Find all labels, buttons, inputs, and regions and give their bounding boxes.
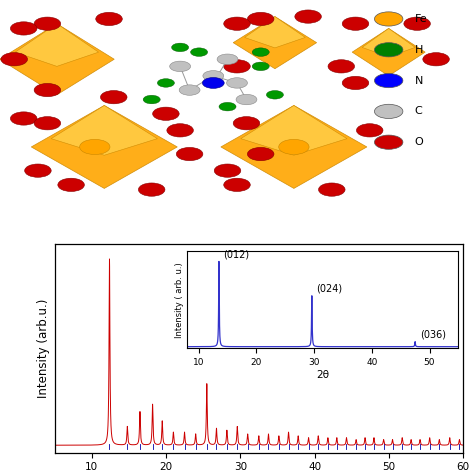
Circle shape [236,94,257,105]
Circle shape [10,22,37,35]
Circle shape [214,164,241,177]
Polygon shape [15,24,99,66]
Circle shape [224,178,250,191]
Polygon shape [221,106,367,189]
Circle shape [176,147,203,161]
Circle shape [34,83,61,97]
Circle shape [25,164,51,177]
Circle shape [252,48,269,56]
Polygon shape [245,17,305,48]
Circle shape [143,95,160,104]
Circle shape [58,178,84,191]
Circle shape [157,79,174,87]
Polygon shape [31,106,177,189]
Text: (024): (024) [317,284,343,294]
Circle shape [179,85,200,95]
Text: Fe: Fe [415,14,428,24]
Circle shape [217,54,238,64]
Text: N: N [415,75,423,86]
Circle shape [153,107,179,120]
Circle shape [404,17,430,30]
Circle shape [34,17,61,30]
Circle shape [202,77,224,89]
Text: C: C [415,106,422,117]
Circle shape [247,147,274,161]
Circle shape [295,10,321,23]
Circle shape [252,62,269,71]
Circle shape [191,48,208,56]
Circle shape [172,43,189,52]
Polygon shape [233,17,317,69]
Circle shape [167,124,193,137]
Circle shape [247,12,274,26]
Text: H: H [415,45,423,55]
Circle shape [342,76,369,90]
Circle shape [342,17,369,30]
Circle shape [374,43,403,57]
Circle shape [227,78,247,88]
Circle shape [203,71,224,81]
Circle shape [224,60,250,73]
Circle shape [356,124,383,137]
Circle shape [279,139,309,155]
Circle shape [224,17,250,30]
X-axis label: 2θ: 2θ [316,370,329,380]
Text: (012): (012) [224,250,250,260]
Circle shape [374,12,403,26]
Polygon shape [241,106,347,155]
Circle shape [34,117,61,130]
Circle shape [96,12,122,26]
Circle shape [233,117,260,130]
Circle shape [80,139,110,155]
Circle shape [374,73,403,88]
Y-axis label: Intensity ( arb. u.): Intensity ( arb. u.) [175,262,184,337]
Circle shape [219,102,236,111]
Circle shape [319,183,345,196]
Circle shape [10,112,37,125]
Y-axis label: Intensity (arb.u.): Intensity (arb.u.) [37,299,50,398]
Text: O: O [415,137,423,147]
Polygon shape [352,28,425,76]
Circle shape [328,60,355,73]
Text: (036): (036) [419,330,446,340]
Circle shape [266,91,283,99]
Circle shape [138,183,165,196]
Polygon shape [0,24,114,95]
Polygon shape [51,106,157,155]
Circle shape [374,135,403,149]
Circle shape [170,61,191,72]
Polygon shape [362,28,415,57]
Circle shape [1,53,27,66]
Circle shape [423,53,449,66]
Circle shape [100,91,127,104]
Circle shape [374,104,403,118]
